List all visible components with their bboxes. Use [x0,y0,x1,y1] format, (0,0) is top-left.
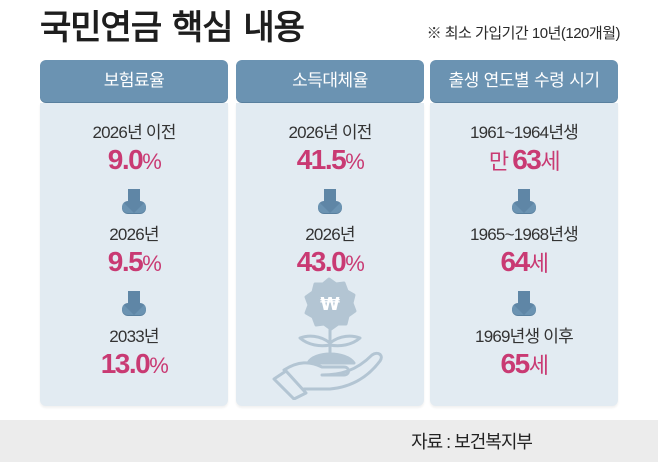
value-unit: 세 [528,251,549,276]
arrow-down-icon [318,189,342,215]
value-unit: % [345,149,365,174]
arrow-down-icon [512,291,536,317]
step-label: 2026년 [109,225,159,244]
step-value: 9.0% [40,143,228,179]
step-value: 9.5% [40,245,228,281]
value-number: 9.0 [107,144,144,175]
step-item: 1965~1968년생 64세 [430,225,618,281]
value-number: 63 [512,144,542,175]
step-label: 2026년 [305,225,355,244]
step-value: 만 63세 [430,143,618,179]
value-number: 64 [500,246,531,277]
value-unit: 세 [528,353,549,378]
column-body: 1961~1964년생 만 63세 1965~1968년생 64세 1969년생… [430,103,618,406]
value-number: 43.0 [296,246,347,277]
step-label: 1965~1968년생 [469,225,579,244]
step-label: 1961~1964년생 [469,123,579,142]
value-unit: 세 [540,149,560,174]
column-income-replacement-rate: 소득대체율 2026년 이전 41.5% 2026년 43.0% [236,60,424,406]
step-item: 2033년 13.0% [40,327,228,383]
step-label: 2026년 이전 [288,123,372,142]
value-unit: % [149,353,169,378]
step-item: 2026년 9.5% [40,225,228,281]
step-item: 1961~1964년생 만 63세 [430,123,618,179]
step-item: 2026년 43.0% [236,225,424,281]
step-label: 2026년 이전 [92,123,176,142]
step-value: 64세 [430,245,618,281]
column-contribution-rate: 보험료율 2026년 이전 9.0% 2026년 9.5% 2033년 13.0… [40,60,228,406]
column-header: 보험료율 [40,60,228,102]
minimum-period-note: ※ 최소 가입기간 10년(120개월) [426,25,621,42]
source-credit: 자료 : 보건복지부 [411,432,533,452]
value-unit: % [142,251,162,276]
value-prefix: 만 [488,149,513,174]
step-item: 1969년생 이후 65세 [430,327,618,383]
footer: 자료 : 보건복지부 [0,420,658,462]
column-header: 출생 연도별 수령 시기 [430,60,618,102]
step-value: 13.0% [40,347,228,383]
value-number: 13.0 [100,348,151,379]
column-body: 2026년 이전 41.5% 2026년 43.0% [236,103,424,406]
arrow-down-icon [512,189,536,215]
step-item: 2026년 이전 41.5% [236,123,424,179]
value-number: 9.5 [107,246,144,277]
step-value: 43.0% [236,245,424,281]
step-value: 65세 [430,347,618,383]
value-number: 65 [500,348,531,379]
step-label: 2033년 [109,327,159,346]
step-label: 1969년생 이후 [475,327,574,346]
arrow-down-icon [122,291,146,317]
column-body: 2026년 이전 9.0% 2026년 9.5% 2033년 13.0% [40,103,228,406]
step-item: 2026년 이전 9.0% [40,123,228,179]
column-header: 소득대체율 [236,60,424,102]
column-pension-age-by-birth-year: 출생 연도별 수령 시기 1961~1964년생 만 63세 1965~1968… [430,60,618,406]
value-unit: % [142,149,162,174]
value-unit: % [345,251,365,276]
svg-text:₩: ₩ [320,294,340,315]
value-number: 41.5 [296,144,347,175]
hand-holding-won-flower-icon: ₩ [272,277,383,400]
step-value: 41.5% [236,143,424,179]
page-title: 국민연금 핵심 내용 [40,8,305,48]
arrow-down-icon [122,189,146,215]
